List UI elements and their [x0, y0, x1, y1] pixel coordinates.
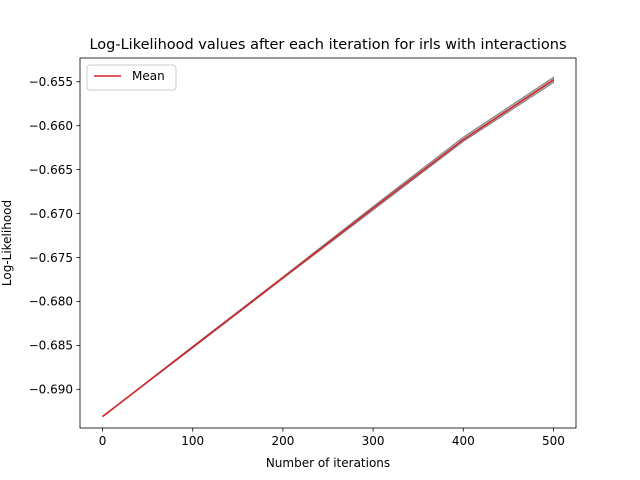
- axes-frame: [79, 57, 577, 429]
- legend-box: [86, 64, 177, 91]
- y-tick-label: −0.675: [29, 251, 73, 265]
- x-tick-label: 100: [181, 434, 204, 448]
- y-tick-label: −0.690: [29, 383, 73, 397]
- x-tick-label: 300: [362, 434, 385, 448]
- plot-area: [102, 76, 554, 418]
- legend: Mean: [86, 64, 177, 91]
- y-tick-label: −0.680: [29, 295, 73, 309]
- x-tick-label: 0: [99, 434, 107, 448]
- y-tick-label: −0.655: [29, 75, 73, 89]
- x-tick-label: 500: [542, 434, 565, 448]
- x-tick-label: 400: [452, 434, 475, 448]
- x-axis-label: Number of iterations: [266, 456, 390, 470]
- x-tick-label: 200: [271, 434, 294, 448]
- series-line-mean: [102, 79, 554, 418]
- x-axis-ticks: 0 100 200 300 400 500: [99, 428, 565, 448]
- y-axis-ticks: −0.690 −0.685 −0.680 −0.675 −0.670 −0.665 −0.6…: [29, 75, 80, 397]
- legend-label-mean: Mean: [132, 69, 165, 83]
- y-axis-label: Log-Likelihood: [0, 200, 14, 286]
- y-tick-label: −0.660: [29, 119, 73, 133]
- chart-title: Log-Likelihood values after each iterati…: [89, 37, 566, 53]
- y-tick-label: −0.670: [29, 207, 73, 221]
- y-tick-label: −0.665: [29, 163, 73, 177]
- y-tick-label: −0.685: [29, 339, 73, 353]
